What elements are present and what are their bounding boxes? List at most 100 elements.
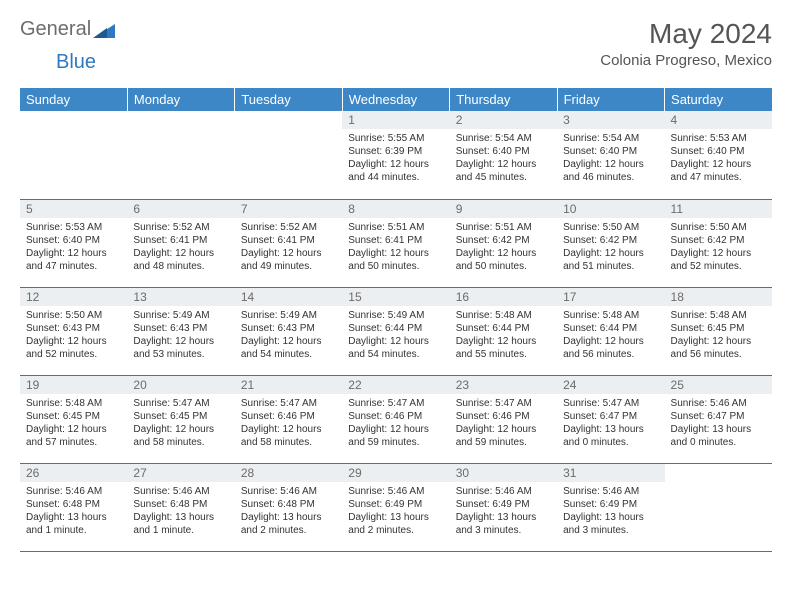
sunset-text: Sunset: 6:45 PM bbox=[26, 410, 121, 423]
daylight-text-1: Daylight: 13 hours bbox=[563, 423, 658, 436]
sunrise-text: Sunrise: 5:49 AM bbox=[348, 309, 443, 322]
sunrise-text: Sunrise: 5:48 AM bbox=[26, 397, 121, 410]
sunset-text: Sunset: 6:40 PM bbox=[26, 234, 121, 247]
daylight-text-2: and 54 minutes. bbox=[241, 348, 336, 361]
day-number: 28 bbox=[235, 464, 342, 482]
day-content: Sunrise: 5:48 AMSunset: 6:44 PMDaylight:… bbox=[557, 306, 664, 365]
day-number: 30 bbox=[450, 464, 557, 482]
daylight-text-2: and 52 minutes. bbox=[26, 348, 121, 361]
day-number: 12 bbox=[20, 288, 127, 306]
day-number: 25 bbox=[665, 376, 772, 394]
day-number: 19 bbox=[20, 376, 127, 394]
day-number: 3 bbox=[557, 111, 664, 129]
daylight-text-1: Daylight: 12 hours bbox=[456, 247, 551, 260]
day-number: 9 bbox=[450, 200, 557, 218]
day-number: 20 bbox=[127, 376, 234, 394]
sunrise-text: Sunrise: 5:46 AM bbox=[563, 485, 658, 498]
day-number: 1 bbox=[342, 111, 449, 129]
daylight-text-2: and 0 minutes. bbox=[563, 436, 658, 449]
sunset-text: Sunset: 6:41 PM bbox=[133, 234, 228, 247]
daylight-text-2: and 1 minute. bbox=[26, 524, 121, 537]
daylight-text-1: Daylight: 12 hours bbox=[133, 247, 228, 260]
daylight-text-1: Daylight: 12 hours bbox=[241, 335, 336, 348]
weekday-header: Thursday bbox=[450, 88, 557, 111]
calendar-cell: 24Sunrise: 5:47 AMSunset: 6:47 PMDayligh… bbox=[557, 375, 664, 463]
sunrise-text: Sunrise: 5:46 AM bbox=[348, 485, 443, 498]
day-number: 4 bbox=[665, 111, 772, 129]
calendar-cell: 28Sunrise: 5:46 AMSunset: 6:48 PMDayligh… bbox=[235, 463, 342, 551]
daylight-text-1: Daylight: 12 hours bbox=[671, 335, 766, 348]
sunrise-text: Sunrise: 5:46 AM bbox=[671, 397, 766, 410]
daylight-text-2: and 59 minutes. bbox=[348, 436, 443, 449]
sunrise-text: Sunrise: 5:53 AM bbox=[671, 132, 766, 145]
daylight-text-2: and 46 minutes. bbox=[563, 171, 658, 184]
sunrise-text: Sunrise: 5:46 AM bbox=[133, 485, 228, 498]
sunset-text: Sunset: 6:40 PM bbox=[563, 145, 658, 158]
day-number: 2 bbox=[450, 111, 557, 129]
calendar-cell: 23Sunrise: 5:47 AMSunset: 6:46 PMDayligh… bbox=[450, 375, 557, 463]
daylight-text-1: Daylight: 12 hours bbox=[26, 247, 121, 260]
sunset-text: Sunset: 6:42 PM bbox=[456, 234, 551, 247]
sunrise-text: Sunrise: 5:49 AM bbox=[133, 309, 228, 322]
day-number: 14 bbox=[235, 288, 342, 306]
weekday-header-row: SundayMondayTuesdayWednesdayThursdayFrid… bbox=[20, 88, 772, 111]
calendar-cell bbox=[127, 111, 234, 199]
daylight-text-2: and 1 minute. bbox=[133, 524, 228, 537]
daylight-text-1: Daylight: 12 hours bbox=[456, 335, 551, 348]
sunrise-text: Sunrise: 5:52 AM bbox=[133, 221, 228, 234]
logo-text-2: Blue bbox=[56, 51, 96, 73]
calendar-cell: 29Sunrise: 5:46 AMSunset: 6:49 PMDayligh… bbox=[342, 463, 449, 551]
sunrise-text: Sunrise: 5:46 AM bbox=[26, 485, 121, 498]
sunrise-text: Sunrise: 5:46 AM bbox=[241, 485, 336, 498]
day-content: Sunrise: 5:50 AMSunset: 6:42 PMDaylight:… bbox=[557, 218, 664, 277]
sunset-text: Sunset: 6:49 PM bbox=[348, 498, 443, 511]
sunrise-text: Sunrise: 5:54 AM bbox=[563, 132, 658, 145]
page-title: May 2024 bbox=[600, 18, 772, 50]
sunset-text: Sunset: 6:46 PM bbox=[241, 410, 336, 423]
sunset-text: Sunset: 6:43 PM bbox=[133, 322, 228, 335]
day-content: Sunrise: 5:55 AMSunset: 6:39 PMDaylight:… bbox=[342, 129, 449, 188]
calendar-cell: 5Sunrise: 5:53 AMSunset: 6:40 PMDaylight… bbox=[20, 199, 127, 287]
sunset-text: Sunset: 6:47 PM bbox=[671, 410, 766, 423]
calendar-cell: 4Sunrise: 5:53 AMSunset: 6:40 PMDaylight… bbox=[665, 111, 772, 199]
daylight-text-1: Daylight: 12 hours bbox=[26, 423, 121, 436]
calendar-cell: 26Sunrise: 5:46 AMSunset: 6:48 PMDayligh… bbox=[20, 463, 127, 551]
sunrise-text: Sunrise: 5:47 AM bbox=[456, 397, 551, 410]
daylight-text-2: and 55 minutes. bbox=[456, 348, 551, 361]
daylight-text-2: and 2 minutes. bbox=[348, 524, 443, 537]
day-content: Sunrise: 5:49 AMSunset: 6:43 PMDaylight:… bbox=[235, 306, 342, 365]
daylight-text-2: and 47 minutes. bbox=[26, 260, 121, 273]
day-number: 24 bbox=[557, 376, 664, 394]
sunrise-text: Sunrise: 5:50 AM bbox=[26, 309, 121, 322]
sunrise-text: Sunrise: 5:48 AM bbox=[671, 309, 766, 322]
sunrise-text: Sunrise: 5:55 AM bbox=[348, 132, 443, 145]
sunrise-text: Sunrise: 5:50 AM bbox=[563, 221, 658, 234]
day-number: 13 bbox=[127, 288, 234, 306]
daylight-text-1: Daylight: 12 hours bbox=[456, 158, 551, 171]
daylight-text-1: Daylight: 12 hours bbox=[26, 335, 121, 348]
day-content: Sunrise: 5:46 AMSunset: 6:49 PMDaylight:… bbox=[557, 482, 664, 541]
sunset-text: Sunset: 6:42 PM bbox=[671, 234, 766, 247]
daylight-text-1: Daylight: 12 hours bbox=[133, 423, 228, 436]
daylight-text-1: Daylight: 12 hours bbox=[563, 158, 658, 171]
day-number: 15 bbox=[342, 288, 449, 306]
calendar-cell: 13Sunrise: 5:49 AMSunset: 6:43 PMDayligh… bbox=[127, 287, 234, 375]
daylight-text-1: Daylight: 12 hours bbox=[348, 158, 443, 171]
sunset-text: Sunset: 6:44 PM bbox=[348, 322, 443, 335]
day-content: Sunrise: 5:46 AMSunset: 6:48 PMDaylight:… bbox=[127, 482, 234, 541]
sunset-text: Sunset: 6:45 PM bbox=[133, 410, 228, 423]
weekday-header: Monday bbox=[127, 88, 234, 111]
sunrise-text: Sunrise: 5:51 AM bbox=[348, 221, 443, 234]
day-number: 21 bbox=[235, 376, 342, 394]
calendar-row: 5Sunrise: 5:53 AMSunset: 6:40 PMDaylight… bbox=[20, 199, 772, 287]
calendar-cell: 8Sunrise: 5:51 AMSunset: 6:41 PMDaylight… bbox=[342, 199, 449, 287]
calendar-row: 26Sunrise: 5:46 AMSunset: 6:48 PMDayligh… bbox=[20, 463, 772, 551]
day-content: Sunrise: 5:49 AMSunset: 6:43 PMDaylight:… bbox=[127, 306, 234, 365]
calendar-cell: 9Sunrise: 5:51 AMSunset: 6:42 PMDaylight… bbox=[450, 199, 557, 287]
calendar-cell: 21Sunrise: 5:47 AMSunset: 6:46 PMDayligh… bbox=[235, 375, 342, 463]
daylight-text-2: and 50 minutes. bbox=[456, 260, 551, 273]
sunrise-text: Sunrise: 5:48 AM bbox=[563, 309, 658, 322]
daylight-text-1: Daylight: 13 hours bbox=[26, 511, 121, 524]
sunset-text: Sunset: 6:43 PM bbox=[241, 322, 336, 335]
logo-triangle-icon bbox=[93, 22, 115, 38]
